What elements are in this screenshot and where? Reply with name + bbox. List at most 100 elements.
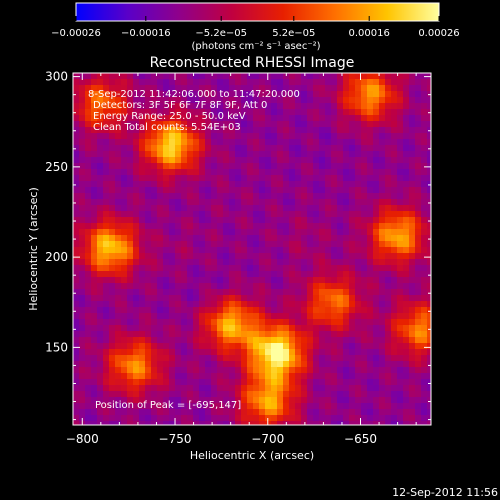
heatmap-cell [199, 211, 206, 218]
heatmap-cell [403, 199, 410, 206]
heatmap-cell [181, 367, 188, 374]
heatmap-cell [157, 151, 164, 158]
heatmap-cell [247, 103, 254, 110]
heatmap-cell [103, 139, 110, 146]
heatmap-cell [337, 223, 344, 230]
heatmap-cell [115, 307, 122, 314]
heatmap-cell [163, 85, 170, 92]
heatmap-cell [259, 295, 266, 302]
heatmap-cell [397, 379, 404, 386]
heatmap-cell [193, 217, 200, 224]
heatmap-cell [229, 109, 236, 116]
heatmap-cell [85, 421, 92, 425]
heatmap-cell [385, 187, 392, 194]
heatmap-cell [319, 259, 326, 266]
heatmap-cell [103, 229, 110, 236]
heatmap-cell [115, 127, 122, 134]
heatmap-cell [379, 223, 386, 230]
heatmap-cell [421, 151, 428, 158]
heatmap-cell [157, 181, 164, 188]
heatmap-cell [229, 247, 236, 254]
heatmap-cell [241, 133, 248, 140]
heatmap-cell [79, 343, 86, 350]
heatmap-cell [103, 127, 110, 134]
info-line: 8-Sep-2012 11:42:06.000 to 11:47:20.000 [88, 89, 300, 100]
heatmap-cell [205, 379, 212, 386]
heatmap-cell [259, 73, 266, 80]
heatmap-cell [271, 217, 278, 224]
heatmap-cell [361, 127, 368, 134]
heatmap-cell [127, 229, 134, 236]
plot-frame [72, 72, 432, 426]
heatmap-cell [295, 253, 302, 260]
heatmap-cell [289, 199, 296, 206]
heatmap-cell [391, 403, 398, 410]
heatmap-cell [241, 313, 248, 320]
heatmap-cell [325, 157, 332, 164]
heatmap-cell [187, 373, 194, 380]
heatmap-cell [157, 277, 164, 284]
heatmap-cell [235, 373, 242, 380]
heatmap-cell [91, 139, 98, 146]
heatmap-cell [157, 157, 164, 164]
heatmap-cell [175, 421, 182, 425]
heatmap-cell [247, 259, 254, 266]
heatmap-cell [181, 169, 188, 176]
heatmap-cell [277, 205, 284, 212]
heatmap-cell [133, 325, 140, 332]
heatmap-cell [121, 181, 128, 188]
heatmap-cell [325, 403, 332, 410]
heatmap-cell [97, 301, 104, 308]
heatmap-cell [259, 169, 266, 176]
heatmap-cell [115, 373, 122, 380]
heatmap-cell [397, 385, 404, 392]
heatmap-cell [217, 301, 224, 308]
heatmap-cell [187, 79, 194, 86]
heatmap-cell [253, 157, 260, 164]
heatmap-cell [277, 223, 284, 230]
heatmap-cell [235, 157, 242, 164]
heatmap-cell [253, 397, 260, 404]
heatmap-cell [301, 217, 308, 224]
heatmap-cell [385, 337, 392, 344]
heatmap-cell [181, 103, 188, 110]
heatmap-cell [427, 307, 431, 314]
heatmap-cell [367, 385, 374, 392]
heatmap-cell [373, 187, 380, 194]
heatmap-cell [121, 343, 128, 350]
heatmap-cell [127, 367, 134, 374]
heatmap-cell [361, 205, 368, 212]
heatmap-cell [349, 319, 356, 326]
heatmap-cell [145, 199, 152, 206]
y-tick-label: 300 [45, 70, 68, 84]
heatmap-cell [403, 109, 410, 116]
heatmap-cell [151, 73, 158, 80]
heatmap-cell [325, 385, 332, 392]
heatmap-cell [91, 109, 98, 116]
heatmap-cell [193, 103, 200, 110]
heatmap-cell [217, 211, 224, 218]
heatmap-cell [211, 343, 218, 350]
heatmap-cell [265, 295, 272, 302]
heatmap-cell [109, 193, 116, 200]
heatmap-cell [349, 181, 356, 188]
heatmap-cell [391, 343, 398, 350]
heatmap-cell [223, 211, 230, 218]
heatmap-cell [337, 289, 344, 296]
heatmap-cell [349, 271, 356, 278]
heatmap-cell [97, 313, 104, 320]
heatmap-cell [355, 283, 362, 290]
heatmap-cell [127, 205, 134, 212]
heatmap-cell [211, 259, 218, 266]
heatmap-cell [163, 385, 170, 392]
heatmap-cell [331, 337, 338, 344]
heatmap-cell [187, 385, 194, 392]
heatmap-cell [121, 403, 128, 410]
heatmap-cell [367, 169, 374, 176]
heatmap-cell [349, 367, 356, 374]
heatmap-cell [211, 379, 218, 386]
heatmap-cell [307, 175, 314, 182]
heatmap-cell [109, 391, 116, 398]
heatmap-cell [349, 133, 356, 140]
heatmap-cell [379, 295, 386, 302]
